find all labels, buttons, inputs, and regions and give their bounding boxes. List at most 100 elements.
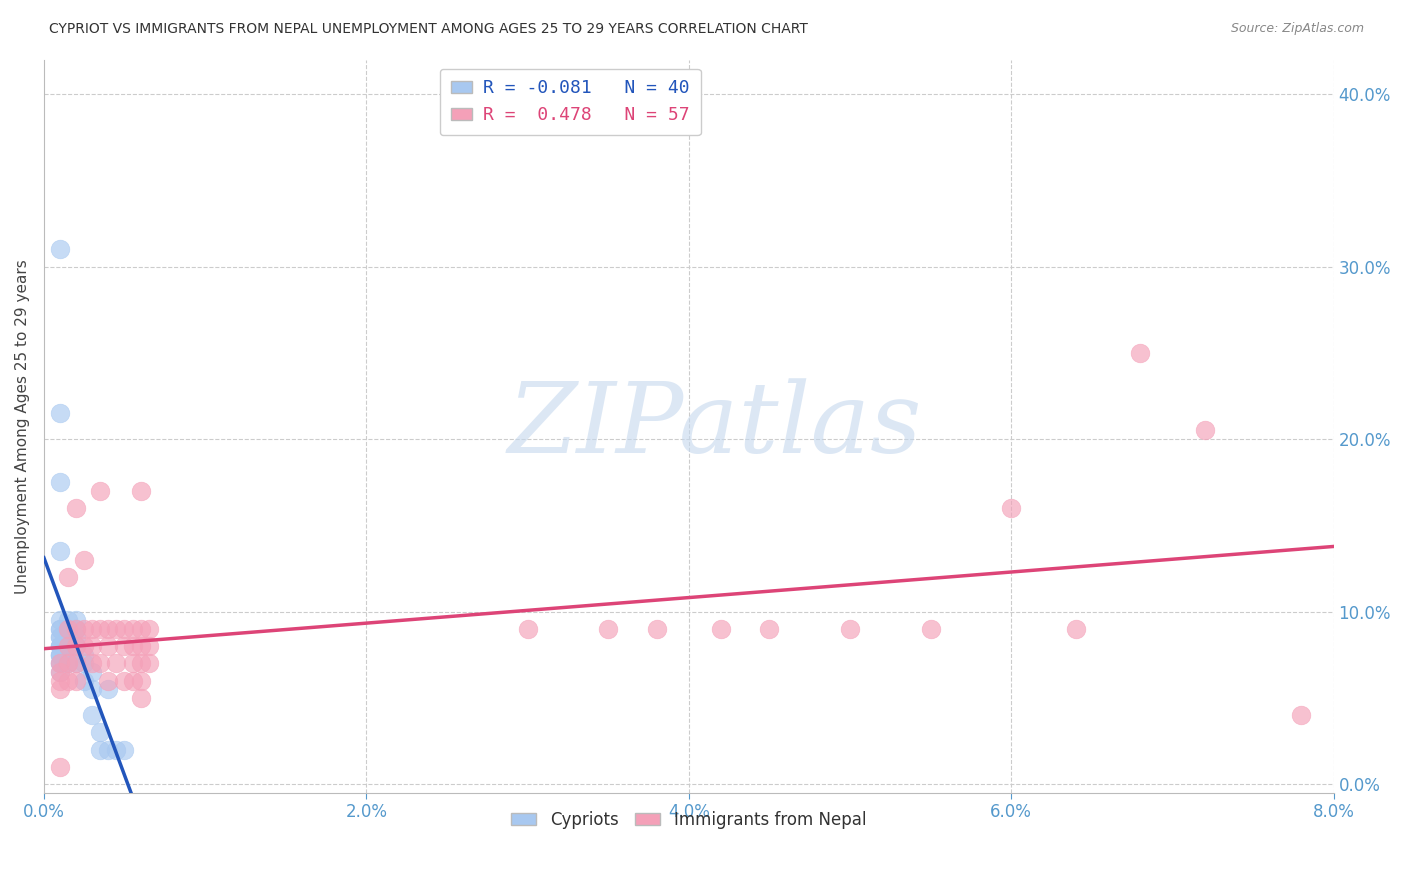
Point — [710, 622, 733, 636]
Point — [105, 622, 128, 636]
Point — [56, 622, 79, 636]
Point — [97, 639, 120, 653]
Point — [56, 613, 79, 627]
Point — [49, 622, 72, 636]
Text: CYPRIOT VS IMMIGRANTS FROM NEPAL UNEMPLOYMENT AMONG AGES 25 TO 29 YEARS CORRELAT: CYPRIOT VS IMMIGRANTS FROM NEPAL UNEMPLO… — [49, 22, 808, 37]
Point — [49, 657, 72, 671]
Point — [56, 622, 79, 636]
Point — [49, 657, 72, 671]
Point — [1194, 424, 1216, 438]
Legend: Cypriots, Immigrants from Nepal: Cypriots, Immigrants from Nepal — [505, 805, 873, 836]
Point — [49, 406, 72, 420]
Point — [129, 673, 152, 688]
Point — [97, 673, 120, 688]
Point — [1129, 346, 1152, 360]
Point — [49, 682, 72, 697]
Point — [73, 639, 96, 653]
Point — [49, 665, 72, 679]
Point — [73, 553, 96, 567]
Point — [129, 639, 152, 653]
Point — [121, 639, 143, 653]
Point — [97, 622, 120, 636]
Point — [56, 657, 79, 671]
Point — [73, 648, 96, 662]
Point — [82, 682, 104, 697]
Point — [65, 673, 87, 688]
Point — [758, 622, 780, 636]
Y-axis label: Unemployment Among Ages 25 to 29 years: Unemployment Among Ages 25 to 29 years — [15, 259, 30, 593]
Point — [114, 742, 136, 756]
Point — [1000, 501, 1022, 516]
Point — [97, 742, 120, 756]
Point — [598, 622, 620, 636]
Point — [56, 570, 79, 584]
Point — [121, 673, 143, 688]
Point — [138, 657, 160, 671]
Point — [56, 631, 79, 645]
Point — [920, 622, 942, 636]
Point — [49, 639, 72, 653]
Point — [49, 648, 72, 662]
Point — [839, 622, 862, 636]
Point — [97, 682, 120, 697]
Point — [65, 639, 87, 653]
Point — [129, 622, 152, 636]
Point — [49, 243, 72, 257]
Point — [65, 657, 87, 671]
Point — [73, 673, 96, 688]
Point — [138, 639, 160, 653]
Point — [1291, 708, 1313, 723]
Point — [49, 631, 72, 645]
Point — [49, 760, 72, 774]
Point — [138, 622, 160, 636]
Point — [129, 690, 152, 705]
Point — [114, 673, 136, 688]
Point — [65, 631, 87, 645]
Point — [49, 475, 72, 490]
Point — [65, 613, 87, 627]
Point — [56, 673, 79, 688]
Point — [49, 613, 72, 627]
Point — [1064, 622, 1087, 636]
Point — [49, 639, 72, 653]
Point — [49, 631, 72, 645]
Point — [129, 657, 152, 671]
Point — [49, 639, 72, 653]
Point — [105, 742, 128, 756]
Point — [73, 657, 96, 671]
Point — [49, 648, 72, 662]
Text: ZIPatlas: ZIPatlas — [508, 378, 922, 474]
Point — [49, 665, 72, 679]
Point — [56, 657, 79, 671]
Point — [65, 639, 87, 653]
Point — [49, 657, 72, 671]
Point — [65, 622, 87, 636]
Point — [121, 657, 143, 671]
Text: Source: ZipAtlas.com: Source: ZipAtlas.com — [1230, 22, 1364, 36]
Point — [82, 708, 104, 723]
Point — [65, 501, 87, 516]
Point — [89, 483, 111, 498]
Point — [121, 622, 143, 636]
Point — [49, 544, 72, 558]
Point — [73, 622, 96, 636]
Point — [645, 622, 668, 636]
Point — [56, 639, 79, 653]
Point — [82, 657, 104, 671]
Point — [89, 657, 111, 671]
Point — [105, 657, 128, 671]
Point — [82, 639, 104, 653]
Point — [89, 742, 111, 756]
Point — [65, 622, 87, 636]
Point — [516, 622, 538, 636]
Point — [129, 483, 152, 498]
Point — [49, 622, 72, 636]
Point — [89, 725, 111, 739]
Point — [114, 622, 136, 636]
Point — [49, 673, 72, 688]
Point — [89, 622, 111, 636]
Point — [65, 657, 87, 671]
Point — [56, 639, 79, 653]
Point — [114, 639, 136, 653]
Point — [82, 622, 104, 636]
